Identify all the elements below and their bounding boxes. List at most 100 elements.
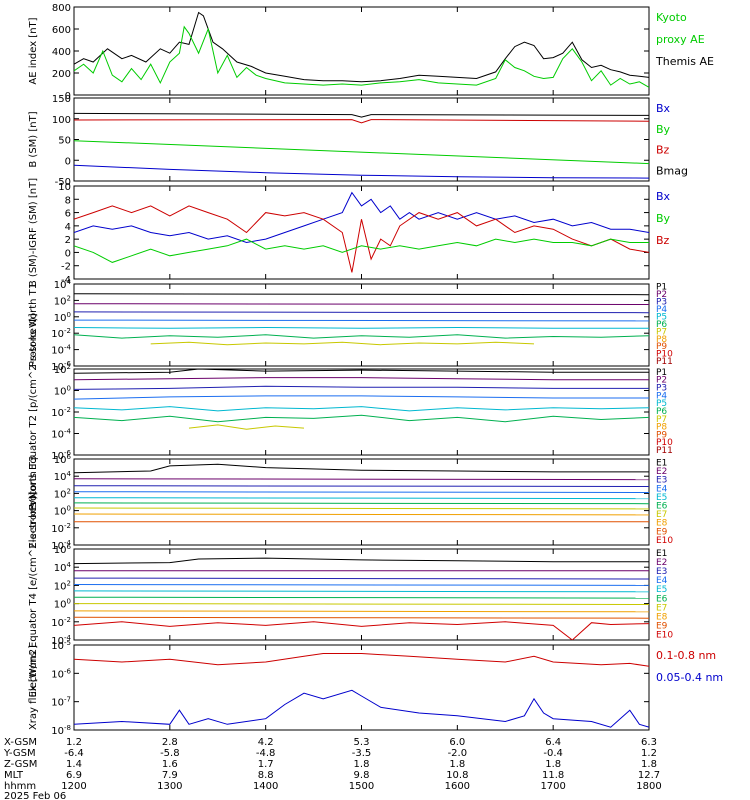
x-row-value: 1300 xyxy=(157,781,182,792)
legend-entry: E10 xyxy=(656,631,673,641)
legend-entry: Bx xyxy=(656,190,671,203)
series-line xyxy=(74,326,649,329)
series-line xyxy=(74,414,649,423)
series-line xyxy=(74,238,649,263)
series-line xyxy=(74,590,649,593)
series-line xyxy=(74,478,649,481)
legend-entry: P4 xyxy=(656,391,667,401)
legend-entry: Bx xyxy=(656,102,671,115)
series-line xyxy=(74,11,649,83)
x-row-label: hhmm xyxy=(4,781,36,792)
series-line xyxy=(74,621,649,640)
series-line xyxy=(74,507,649,510)
x-row-value: 7.9 xyxy=(162,770,178,781)
y-axis-label: Xray flux [W/m2] xyxy=(28,645,39,730)
legend-entry: E2 xyxy=(656,467,667,477)
series-line xyxy=(74,584,649,586)
x-row-value: 5.3 xyxy=(354,737,370,748)
legend-entry: E8 xyxy=(656,613,668,623)
y-tick-label: 10-6 xyxy=(51,449,71,462)
legend-entry: P6 xyxy=(656,407,667,417)
y-tick-label: 10-4 xyxy=(51,634,71,647)
legend-entry: P7 xyxy=(656,415,667,425)
legend-entry: P6 xyxy=(656,320,667,330)
legend-entry: E5 xyxy=(656,585,667,595)
x-row-value: 6.0 xyxy=(449,737,465,748)
x-row-value: 1.7 xyxy=(258,759,274,770)
y-axis-label: B (SM) [nT] xyxy=(28,111,39,167)
series-line xyxy=(74,140,649,165)
panel-6 xyxy=(73,458,650,546)
y-tick-label: 10-2 xyxy=(51,406,71,419)
y-tick-label: 10-2 xyxy=(51,327,71,340)
legend-entry: E4 xyxy=(656,576,668,586)
x-row-value: -5.8 xyxy=(160,748,180,759)
series-line xyxy=(74,293,649,296)
legend-entry: P3 xyxy=(656,298,667,308)
series-line xyxy=(74,406,649,412)
panel-1 xyxy=(73,6,650,96)
legend-entry: E7 xyxy=(656,603,667,613)
legend-entry: proxy AE xyxy=(656,33,705,46)
panel-4 xyxy=(73,283,650,367)
x-row-value: -6.4 xyxy=(64,748,84,759)
legend-entry: P5 xyxy=(656,312,667,322)
y-tick-label: 106 xyxy=(54,453,72,466)
legend-entry: Bz xyxy=(656,234,670,247)
y-tick-label: 0 xyxy=(65,156,71,167)
legend-entry: P10 xyxy=(656,438,673,448)
y-tick-label: -2 xyxy=(61,262,71,273)
legend-entry: By xyxy=(656,123,671,136)
legend-entry: P9 xyxy=(656,342,667,352)
x-row-value: 12.7 xyxy=(638,770,660,781)
y-tick-label: 150 xyxy=(52,94,71,105)
y-tick-label: 100 xyxy=(52,115,71,126)
x-row-value: 1700 xyxy=(540,781,565,792)
x-row-value: 6.4 xyxy=(545,737,561,748)
legend-entry: By xyxy=(656,212,671,225)
legend-entry: Bz xyxy=(656,144,670,157)
legend-entry: Kyoto xyxy=(656,11,687,24)
x-row-label: X-GSM xyxy=(4,737,37,748)
legend-entry: Themis AE xyxy=(655,55,714,68)
series-line xyxy=(74,112,649,118)
y-tick-label: 102 xyxy=(54,487,71,500)
series-line xyxy=(74,205,649,273)
legend-entry: E6 xyxy=(656,501,668,511)
y-tick-label: 10-8 xyxy=(51,724,71,737)
legend-entry: E3 xyxy=(656,567,667,577)
series-line xyxy=(74,603,649,605)
series-line xyxy=(74,610,649,613)
x-row-value: 8.8 xyxy=(258,770,274,781)
x-row-value: -3.5 xyxy=(352,748,372,759)
x-row-value: 1400 xyxy=(253,781,278,792)
legend-entry: P8 xyxy=(656,423,667,433)
x-row-value: 1500 xyxy=(349,781,374,792)
y-tick-label: -4 xyxy=(61,275,71,286)
series-line xyxy=(74,191,649,244)
legend-entry: P9 xyxy=(656,430,667,440)
legend-entry: E7 xyxy=(656,510,667,520)
y-axis-label: AE index [nT] xyxy=(28,17,39,84)
y-tick-label: 100 xyxy=(54,505,71,518)
x-row-value: 1.8 xyxy=(641,759,657,770)
y-tick-label: 10-4 xyxy=(51,344,71,357)
x-row-value: -2.0 xyxy=(448,748,468,759)
x-row-value: 11.8 xyxy=(542,770,564,781)
y-axis-label: Protons Equator T2 [p/(cm^2-s-sr-keV)] xyxy=(28,313,39,510)
panel-8 xyxy=(73,644,650,731)
y-tick-label: 102 xyxy=(54,363,71,376)
legend-entry: 0.1-0.8 nm xyxy=(656,649,716,662)
series-line xyxy=(74,485,649,487)
legend-entry: 0.05-0.4 nm xyxy=(656,671,723,684)
y-tick-label: 800 xyxy=(52,3,71,14)
y-tick-label: 10-5 xyxy=(51,639,71,652)
series-line xyxy=(74,334,649,339)
y-tick-label: 10-6 xyxy=(51,360,71,373)
y-tick-label: 10-2 xyxy=(51,616,71,629)
x-row-label: Z-GSM xyxy=(4,759,37,770)
legend-entry: E9 xyxy=(656,622,668,632)
series-line xyxy=(74,395,649,400)
series-line xyxy=(74,164,649,179)
